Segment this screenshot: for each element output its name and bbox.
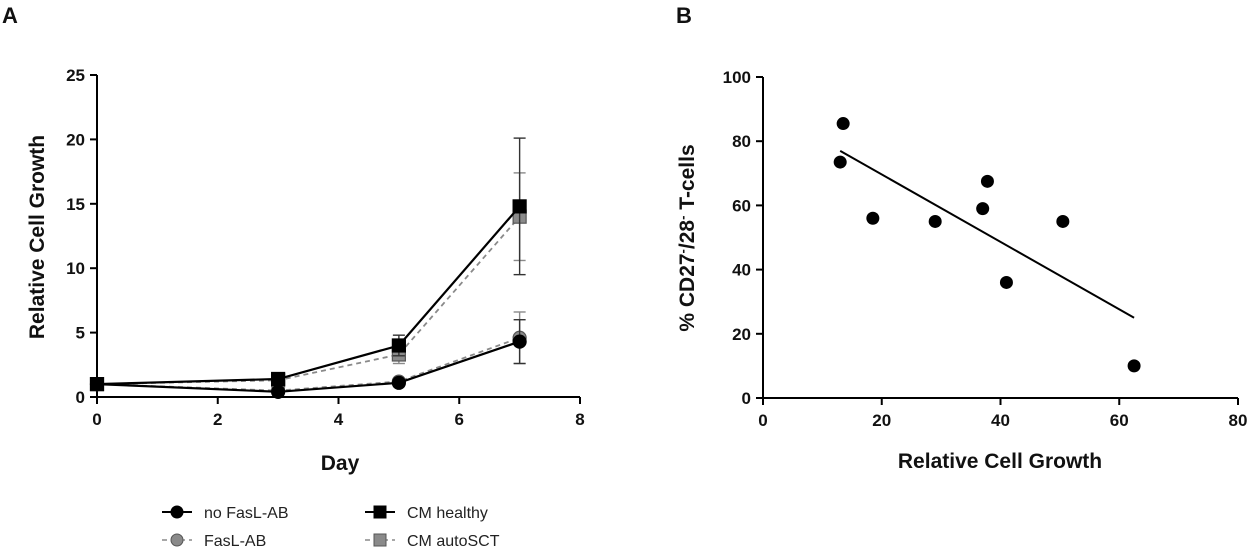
- data-point-square: [391, 338, 406, 353]
- panel-b-x-tick-label: 80: [1229, 411, 1248, 430]
- scatter-point: [976, 202, 990, 216]
- scatter-point: [833, 155, 847, 169]
- legend-label: FasL-AB: [204, 533, 266, 550]
- regression-line: [839, 149, 1135, 319]
- panel-a-axes: 0 5 10 15 20 25 0 2 4 6 8: [66, 66, 585, 429]
- scatter-point: [1127, 359, 1141, 373]
- scatter-point: [1056, 214, 1070, 228]
- legend-label: CM autoSCT: [407, 533, 500, 550]
- panel-b-x-tick-label: 40: [991, 411, 1010, 430]
- panel-b-y-tick-label: 20: [732, 325, 751, 344]
- scatter-point: [999, 275, 1013, 289]
- panel-b-points: [833, 117, 1141, 373]
- panel-b-y-axis-title-part: -: [675, 249, 690, 253]
- panel-a-x-tick-label: 2: [213, 410, 222, 429]
- panel-b-y-tick-label: 100: [723, 68, 751, 87]
- panel-a-x-tick-label: 0: [92, 410, 101, 429]
- panel-b-chart: 0 20 40 60 80 100 0 20 40 60 80 Relative Cell Grow…: [675, 68, 1248, 473]
- panel-b-y-axis-title: % CD27-/28- T-cells: [675, 144, 700, 331]
- scatter-point: [980, 174, 994, 188]
- panel-b-axes: 0 20 40 60 80 100 0 20 40 60 80: [723, 68, 1248, 430]
- legend-item-fasl-ab: FasL-AB: [162, 533, 266, 550]
- legend-label: no FasL-AB: [204, 505, 288, 522]
- panel-b-y-axis-title-part: % CD27: [676, 253, 699, 331]
- data-point-square: [512, 199, 527, 214]
- panel-a-y-axis-title: Relative Cell Growth: [26, 135, 49, 339]
- panel-b-y-axis-title-part: T-cells: [676, 144, 699, 215]
- panel-label-a: A: [2, 3, 18, 28]
- data-point-square: [89, 377, 105, 392]
- legend-label: CM healthy: [407, 505, 488, 522]
- legend-marker-circle: [170, 533, 184, 547]
- scatter-point: [866, 211, 880, 225]
- panel-a-x-axis-title: Day: [321, 452, 360, 475]
- legend-item-no-fasl-ab: no FasL-AB: [162, 505, 288, 522]
- panel-b-x-tick-label: 20: [872, 411, 891, 430]
- panel-a-x-tick-label: 8: [575, 410, 584, 429]
- panel-b-y-tick-label: 0: [742, 389, 751, 408]
- series-line-cm-autosct: [96, 216, 521, 385]
- legend-marker-square: [373, 533, 387, 547]
- data-point-circle: [512, 334, 527, 349]
- panel-b-y-tick-label: 80: [732, 132, 751, 151]
- panel-b-x-tick-label: 60: [1110, 411, 1129, 430]
- data-point-square: [271, 371, 286, 387]
- panel-b-x-axis-title: Relative Cell Growth: [898, 450, 1102, 473]
- series-line-cm-healthy: [96, 205, 521, 386]
- data-point-circle: [391, 375, 406, 390]
- panel-b-y-axis-title-part: -: [675, 216, 690, 220]
- panel-a-y-tick-label: 0: [76, 388, 85, 407]
- panel-a-series: [89, 137, 527, 399]
- panel-a-y-tick-label: 15: [66, 195, 85, 214]
- data-point-circle: [271, 384, 286, 399]
- scatter-point: [928, 214, 942, 228]
- panel-b-y-tick-label: 60: [732, 196, 751, 215]
- panel-b-y-axis-title-part: /28: [676, 220, 699, 250]
- legend-marker-square: [373, 505, 387, 519]
- panel-label-b: B: [676, 3, 692, 28]
- scatter-point: [836, 117, 850, 131]
- panel-a-x-tick-label: 6: [455, 410, 464, 429]
- panel-a-legend: no FasL-AB FasL-AB CM healthy CM autoSCT: [162, 505, 500, 550]
- panel-a-y-tick-label: 25: [66, 66, 85, 85]
- panel-b-x-tick-label: 0: [758, 411, 767, 430]
- panel-a-y-tick-label: 5: [76, 324, 85, 343]
- series-line-no-fasl-ab: [96, 340, 520, 393]
- panel-a-y-tick-label: 10: [66, 259, 85, 278]
- panel-a-x-tick-label: 4: [334, 410, 344, 429]
- legend-item-cm-autosct: CM autoSCT: [365, 533, 500, 550]
- panel-b-y-tick-label: 40: [732, 261, 751, 280]
- legend-item-cm-healthy: CM healthy: [365, 505, 488, 522]
- panel-a-y-tick-label: 20: [66, 130, 85, 149]
- legend-marker-circle: [170, 505, 184, 519]
- panel-a-chart: 0 5 10 15 20 25 0 2 4 6 8 Day Relative Cell Growth: [26, 66, 585, 475]
